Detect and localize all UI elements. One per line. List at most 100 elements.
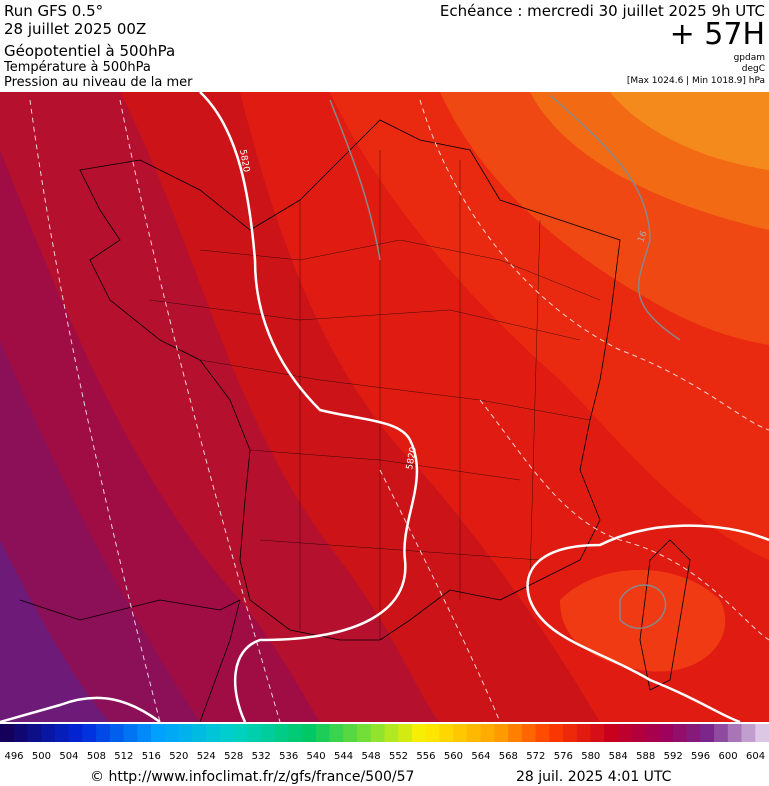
run-date: 28 juillet 2025 00Z	[4, 20, 146, 38]
color-swatch	[576, 724, 591, 742]
colorbar-label: 596	[691, 751, 710, 762]
color-swatch	[700, 724, 715, 742]
color-swatch	[425, 724, 440, 742]
color-swatch	[0, 724, 15, 742]
unit: degC	[742, 64, 765, 74]
color-swatch	[384, 724, 399, 742]
lead-time: + 57H	[670, 17, 765, 52]
field-title: Température à 500hPa	[3, 60, 151, 75]
color-swatch	[521, 724, 537, 742]
color-swatch	[219, 724, 234, 742]
color-swatch	[714, 724, 729, 742]
field-title: Pression au niveau de la mer	[4, 75, 193, 90]
colorbar-label: 588	[636, 751, 655, 762]
colorbar-label: 536	[279, 751, 298, 762]
color-swatch	[590, 724, 605, 742]
color-swatch	[329, 724, 344, 742]
colorbar-label: 584	[609, 751, 628, 762]
color-swatch	[27, 724, 42, 742]
color-swatch	[54, 724, 70, 742]
colorbar-label: 508	[87, 751, 106, 762]
color-swatch	[13, 724, 28, 742]
colorbar-label: 520	[169, 751, 188, 762]
colorbar-label: 540	[307, 751, 326, 762]
colorbar-label: 552	[389, 751, 408, 762]
footer-url: © http://www.infoclimat.fr/z/gfs/france/…	[90, 769, 414, 785]
color-swatch	[288, 724, 303, 742]
colorbar-label: 568	[499, 751, 518, 762]
pressure-range: [Max 1024.6 | Min 1018.9] hPa	[627, 76, 765, 86]
color-swatch	[439, 724, 454, 742]
temperature-isotherm	[29, 99, 769, 722]
color-swatch	[96, 724, 111, 742]
color-swatch	[604, 724, 619, 742]
color-swatch	[357, 724, 372, 742]
field-band	[0, 340, 200, 722]
color-swatch	[137, 724, 152, 742]
run-title: Run GFS 0.5°	[4, 2, 103, 20]
colorbar-label: 528	[224, 751, 243, 762]
colorbar-label: 604	[746, 751, 765, 762]
pressure-isobar	[329, 94, 681, 630]
contour-label: 16	[636, 230, 649, 244]
color-swatch	[205, 724, 221, 742]
unit: gpdam	[734, 53, 765, 63]
color-swatch	[302, 724, 317, 742]
color-swatch	[494, 724, 509, 742]
color-swatch	[274, 724, 289, 742]
colorbar-label: 576	[554, 751, 573, 762]
colorbar-label: 532	[252, 751, 271, 762]
color-swatch	[178, 724, 193, 742]
footer-stamp: 28 juil. 2025 4:01 UTC	[516, 769, 672, 785]
valid-time: Echéance : mercredi 30 juillet 2025 9h U…	[440, 2, 765, 20]
map: 5820 5820 16	[0, 92, 769, 722]
field-band	[610, 92, 769, 170]
color-swatch	[343, 724, 358, 742]
color-swatch	[453, 724, 468, 742]
color-swatch	[741, 724, 756, 742]
geopotential-contour	[0, 92, 769, 722]
colorbar-label: 580	[581, 751, 600, 762]
color-swatch	[672, 724, 688, 742]
contour-label: 5820	[237, 149, 251, 174]
contour-label: 5820	[405, 446, 419, 471]
color-swatch	[563, 724, 578, 742]
color-swatch	[508, 724, 523, 742]
color-swatch	[370, 724, 385, 742]
color-swatch	[535, 724, 550, 742]
colorbar-label: 504	[59, 751, 78, 762]
colorbar-label: 556	[416, 751, 435, 762]
color-swatch	[549, 724, 564, 742]
color-swatch	[411, 724, 427, 742]
colorbar-label: 544	[334, 751, 353, 762]
color-swatch	[233, 724, 248, 742]
colorbar-label: 516	[142, 751, 161, 762]
department-borders	[149, 150, 601, 640]
color-swatch	[68, 724, 83, 742]
color-swatch	[151, 724, 166, 742]
color-swatch	[631, 724, 646, 742]
colorbar: 496 500 504 508 512 516 520 524 528 532 536 540 544 5…	[0, 724, 769, 762]
colorbar-label: 572	[526, 751, 545, 762]
colorbar-label: 500	[32, 751, 51, 762]
color-swatch	[247, 724, 262, 742]
color-swatch	[82, 724, 97, 742]
color-swatch	[315, 724, 331, 742]
colorbar-label: 600	[719, 751, 738, 762]
color-swatch	[755, 724, 769, 742]
color-swatch	[617, 724, 633, 742]
color-swatch	[480, 724, 495, 742]
color-swatch	[260, 724, 276, 742]
colorbar-label: 592	[664, 751, 683, 762]
colorbar-label: 560	[444, 751, 463, 762]
colorbar-label: 524	[197, 751, 216, 762]
color-swatch	[686, 724, 701, 742]
field-title: Géopotentiel à 500hPa	[4, 42, 175, 60]
color-swatch	[123, 724, 138, 742]
color-swatch	[192, 724, 207, 742]
color-swatch	[398, 724, 413, 742]
field-band	[0, 540, 110, 722]
color-swatch	[466, 724, 482, 742]
